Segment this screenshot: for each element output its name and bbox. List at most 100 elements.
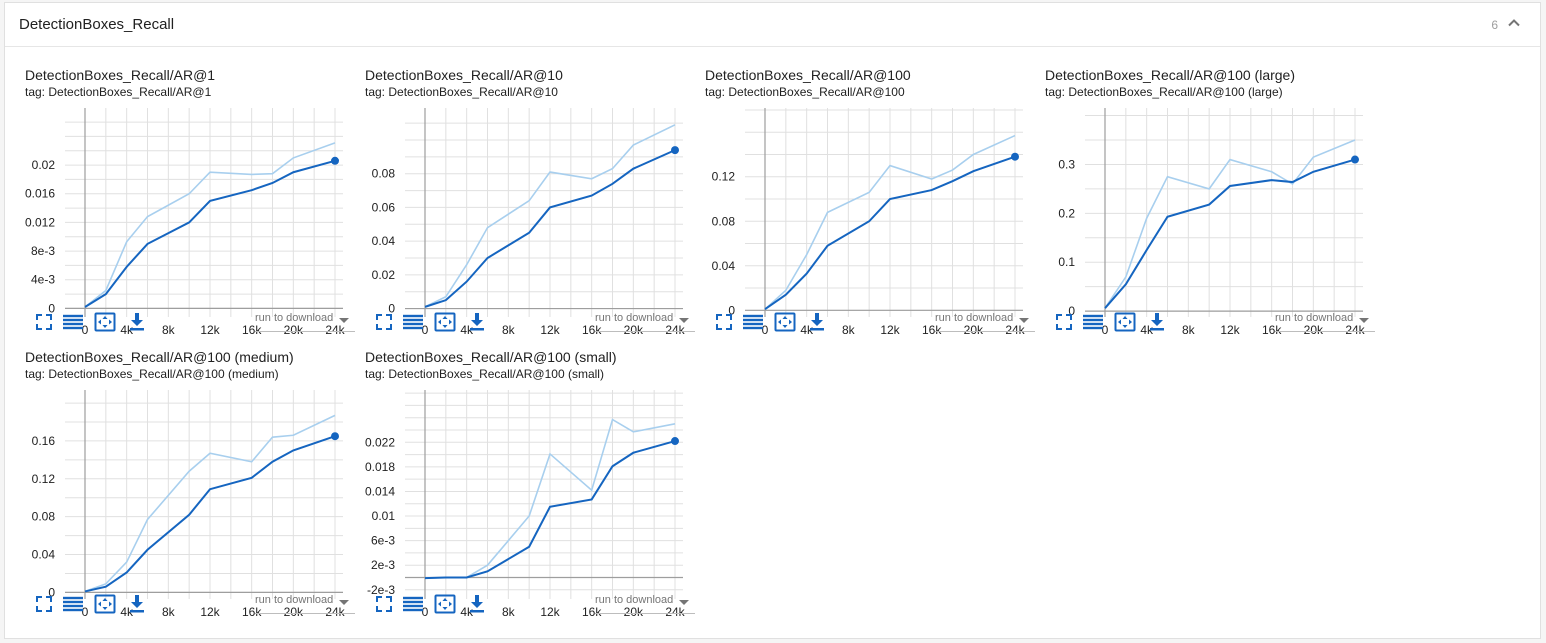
fullscreen-icon[interactable] [713,311,735,333]
fit-domain-icon[interactable] [94,593,116,615]
y-tick-label: 0 [388,302,395,316]
x-tick-label: 24k [1005,323,1025,337]
run-download-label: run to download [1275,312,1354,324]
raw-series-line [1104,139,1356,309]
chart-tag: tag: DetectionBoxes_Recall/AR@10 [365,85,558,99]
chart-card: DetectionBoxes_Recall/AR@100 (small) tag:… [365,349,705,624]
list-icon[interactable] [62,311,84,333]
pane-header[interactable]: DetectionBoxes_Recall 6 [5,3,1540,47]
x-tick-label: 12k [200,323,220,337]
y-tick-label: 0.2 [1058,206,1075,220]
y-tick-label: 0 [1068,304,1075,318]
x-tick-label: 24k [325,323,345,337]
run-download-label: run to download [595,594,674,606]
y-tick-label: 0.018 [365,460,395,474]
x-tick-label: 8k [162,323,176,337]
y-tick-label: 0.08 [712,214,736,228]
run-download-label: run to download [255,594,334,606]
y-tick-label: 0 [48,301,55,315]
list-icon[interactable] [62,593,84,615]
line-chart[interactable]: 0 0.02 0.04 0.06 0.08 0 4k 8k 12k 16k 20k 24k [345,67,685,337]
fullscreen-icon[interactable] [33,311,55,333]
x-tick-label: 12k [1220,323,1240,337]
x-tick-label: 20k [1304,323,1324,337]
line-chart[interactable]: 0 4e-3 8e-3 0.012 0.016 0.02 0 4k 8k 12k 16k 20k 24k [5,67,345,337]
list-icon[interactable] [742,311,764,333]
raw-series-line [764,134,1016,310]
last-point-marker [331,432,339,441]
dropdown-arrow-icon [1359,318,1369,323]
y-tick-label: 0.04 [32,548,56,562]
download-icon[interactable] [1146,311,1168,333]
y-tick-label: 0.06 [372,200,396,214]
run-download-select[interactable]: run to download [935,309,1035,332]
x-tick-label: 12k [540,323,560,337]
smoothed-series-line [764,155,1016,311]
run-download-select[interactable]: run to download [255,309,355,332]
grid [405,390,683,599]
fullscreen-icon[interactable] [373,311,395,333]
run-download-label: run to download [595,312,674,324]
list-icon[interactable] [402,311,424,333]
run-download-select[interactable]: run to download [1275,309,1375,332]
y-tick-label: 8e-3 [31,244,55,258]
download-icon[interactable] [126,593,148,615]
y-tick-label: 0.02 [372,268,396,282]
download-icon[interactable] [126,311,148,333]
line-chart[interactable]: 0 0.04 0.08 0.12 0 4k 8k 12k 16k 20k 24k [685,67,1025,337]
y-tick-label: 0.16 [32,434,56,448]
x-tick-label: 8k [162,605,176,619]
download-icon[interactable] [466,593,488,615]
x-tick-label: 16k [582,605,602,619]
x-tick-label: 4k [1140,323,1154,337]
fit-domain-icon[interactable] [434,593,456,615]
dropdown-arrow-icon [339,600,349,605]
list-icon[interactable] [402,593,424,615]
run-download-select[interactable]: run to download [255,591,355,614]
chart-card: DetectionBoxes_Recall/AR@100 (large) tag:… [1045,67,1385,342]
download-icon[interactable] [806,311,828,333]
chevron-up-icon[interactable] [1506,15,1522,31]
pane-title: DetectionBoxes_Recall [19,16,175,33]
fit-domain-icon[interactable] [94,311,116,333]
grid [1085,108,1363,317]
y-tick-label: 0.12 [32,472,56,486]
line-chart[interactable]: 0 0.1 0.2 0.3 0 4k 8k 12k 16k 20k 24k [1025,67,1365,337]
y-tick-label: -2e-3 [367,583,395,597]
x-tick-label: 0 [82,323,89,337]
pane-chart-count: 6 [1491,18,1498,32]
y-tick-label: 0.3 [1058,157,1075,171]
x-tick-label: 0 [422,605,429,619]
fullscreen-icon[interactable] [33,593,55,615]
x-tick-label: 8k [842,323,856,337]
run-download-select[interactable]: run to download [595,309,695,332]
chart-title: DetectionBoxes_Recall/AR@100 (large) [1045,67,1295,83]
y-tick-label: 0.08 [32,510,56,524]
last-point-marker [671,146,679,155]
fit-domain-icon[interactable] [774,311,796,333]
download-icon[interactable] [466,311,488,333]
x-tick-label: 24k [665,323,685,337]
line-chart[interactable]: 0 0.04 0.08 0.12 0.16 0 4k 8k 12k 16k 20k 24k [5,349,345,619]
x-tick-label: 0 [762,323,769,337]
list-icon[interactable] [1082,311,1104,333]
x-tick-label: 4k [120,605,134,619]
y-tick-label: 0 [728,303,735,317]
fit-domain-icon[interactable] [434,311,456,333]
line-chart[interactable]: -2e-3 2e-3 6e-3 0.01 0.014 0.018 0.022 0 4k 8k 12k… [345,349,685,619]
smoothed-series-line [1104,158,1356,309]
x-tick-label: 16k [1262,323,1282,337]
grid [65,108,343,317]
x-tick-label: 4k [120,323,134,337]
grid [745,108,1023,317]
y-tick-label: 0.016 [25,187,55,201]
run-download-select[interactable]: run to download [595,591,695,614]
fullscreen-icon[interactable] [1053,311,1075,333]
raw-series-line [84,142,336,308]
x-tick-label: 20k [964,323,984,337]
fullscreen-icon[interactable] [373,593,395,615]
y-tick-label: 0.12 [712,170,736,184]
x-tick-label: 8k [1182,323,1196,337]
fit-domain-icon[interactable] [1114,311,1136,333]
x-tick-label: 12k [880,323,900,337]
